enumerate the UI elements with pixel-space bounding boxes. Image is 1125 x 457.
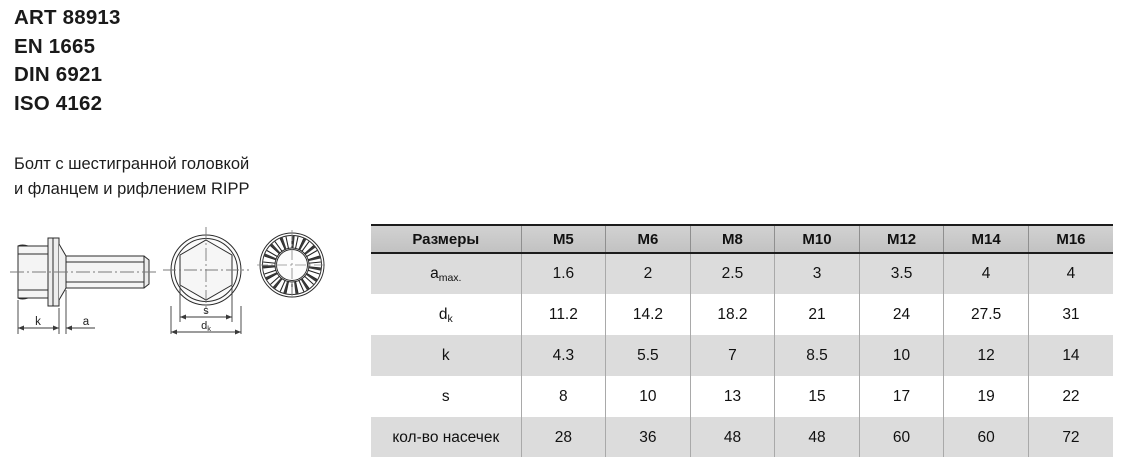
table-cell: 31	[1027, 294, 1113, 335]
header-label: M5	[552, 230, 574, 248]
row-label-cell: amax.	[371, 253, 522, 294]
specifications-table: Размеры M5 M6 M8 M10 M12 M14 M16 amax. 1…	[371, 224, 1113, 457]
column-header-sizes: Размеры	[371, 224, 522, 254]
column-header-m10: M10	[774, 224, 860, 254]
table-cell: 24	[858, 294, 944, 335]
table-cell: 3.5	[858, 253, 944, 294]
table-cell: 3	[774, 253, 860, 294]
table-cell: 48	[774, 417, 860, 457]
table-cell: 48	[689, 417, 775, 457]
flange-serration-drawing	[257, 230, 327, 300]
serration-shading	[262, 235, 322, 294]
dimension-label-k: k	[35, 316, 41, 328]
table-row: s 8 10 13 15 17 19 22	[371, 376, 1113, 417]
row-label-cell: dk	[371, 294, 522, 335]
table-cell: 21	[774, 294, 860, 335]
dimension-label-dk: dk	[201, 320, 211, 333]
table-cell: 5.5	[605, 335, 691, 376]
product-description: Болт с шестигранной головкой и фланцем и…	[14, 152, 249, 202]
dimension-s	[180, 314, 232, 320]
dimension-a	[66, 325, 95, 331]
bolt-head-top-view-drawing: s dk	[163, 227, 249, 335]
header-label: M10	[802, 230, 832, 248]
dimension-k	[18, 325, 59, 331]
standard-item: ISO 4162	[14, 91, 103, 115]
technical-drawings: k a	[0, 222, 368, 347]
column-header-m14: M14	[943, 224, 1029, 254]
table-cell: 10	[858, 335, 944, 376]
table-cell: 2.5	[689, 253, 775, 294]
table-cell: 72	[1027, 417, 1113, 457]
centerline	[163, 227, 249, 314]
column-header-m5: M5	[520, 224, 606, 254]
description-line: Болт с шестигранной головкой	[14, 155, 250, 173]
header-label: M12	[886, 230, 917, 248]
table-cell: 4	[943, 253, 1029, 294]
table-cell: 28	[520, 417, 606, 457]
table-row: кол-во насечек 28 36 48 48 60 60 72	[371, 417, 1113, 457]
table-cell: 8	[520, 376, 606, 417]
row-label-cell: k	[371, 335, 522, 376]
standards-list: ART 88913 EN 1665 DIN 6921 ISO 4162	[14, 4, 121, 118]
table-cell: 1.6	[520, 253, 606, 294]
table-cell: 18.2	[689, 294, 775, 335]
table-cell: 10	[605, 376, 691, 417]
column-header-m16: M16	[1027, 224, 1113, 254]
dimension-label-a: a	[83, 316, 90, 328]
table-cell: 27.5	[943, 294, 1029, 335]
dimension-dk	[171, 329, 241, 335]
column-header-m8: M8	[689, 224, 775, 254]
row-label: amax.	[430, 265, 462, 284]
header-label: Размеры	[412, 230, 480, 248]
table-cell: 4.3	[520, 335, 606, 376]
dimension-label-s: s	[203, 305, 209, 317]
table-cell: 60	[943, 417, 1029, 457]
table-cell: 19	[943, 376, 1029, 417]
table-cell: 14.2	[605, 294, 691, 335]
bolt-side-view-drawing: k a	[10, 237, 158, 334]
centerline	[257, 230, 327, 300]
row-label-cell: кол-во насечек	[371, 417, 522, 457]
header-label: M16	[1056, 230, 1086, 248]
row-label: dk	[438, 305, 453, 325]
header-label: M6	[637, 230, 659, 248]
table-cell: 8.5	[774, 335, 860, 376]
standard-item: DIN 6921	[14, 63, 103, 86]
table-header-row: Размеры M5 M6 M8 M10 M12 M14 M16	[371, 224, 1113, 254]
row-label: кол-во насечек	[392, 428, 500, 446]
header-label: M14	[971, 230, 1001, 248]
table-cell: 17	[858, 376, 944, 417]
description-line: и фланцем и рифлением RIPP	[14, 180, 250, 198]
standard-item: ART 88913	[14, 6, 121, 29]
column-header-m12: M12	[858, 224, 944, 254]
table-row: dk 11.2 14.2 18.2 21 24 27.5 31	[371, 294, 1113, 335]
header-label: M8	[722, 230, 743, 248]
table-cell: 13	[689, 376, 775, 417]
row-label: k	[441, 346, 450, 364]
serration-teeth	[263, 236, 321, 294]
table-cell: 14	[1027, 335, 1113, 376]
table-cell: 22	[1027, 376, 1113, 417]
standard-item: EN 1665	[14, 34, 96, 58]
table-cell: 7	[689, 335, 775, 376]
table-cell: 15	[774, 376, 860, 417]
row-label: s	[441, 387, 450, 405]
specifications-table-container: Размеры M5 M6 M8 M10 M12 M14 M16 amax. 1…	[371, 224, 1113, 457]
table-cell: 12	[943, 335, 1029, 376]
table-cell: 60	[858, 417, 944, 457]
table-cell: 2	[605, 253, 691, 294]
table-cell: 11.2	[520, 294, 606, 335]
table-cell: 4	[1027, 253, 1113, 294]
row-label-cell: s	[371, 376, 522, 417]
table-row: amax. 1.6 2 2.5 3 3.5 4 4	[371, 253, 1113, 294]
left-info-panel: ART 88913 EN 1665 DIN 6921 ISO 4162 Болт…	[0, 0, 368, 457]
column-header-m6: M6	[605, 224, 691, 254]
table-row: k 4.3 5.5 7 8.5 10 12 14	[371, 335, 1113, 376]
table-cell: 36	[605, 417, 691, 457]
